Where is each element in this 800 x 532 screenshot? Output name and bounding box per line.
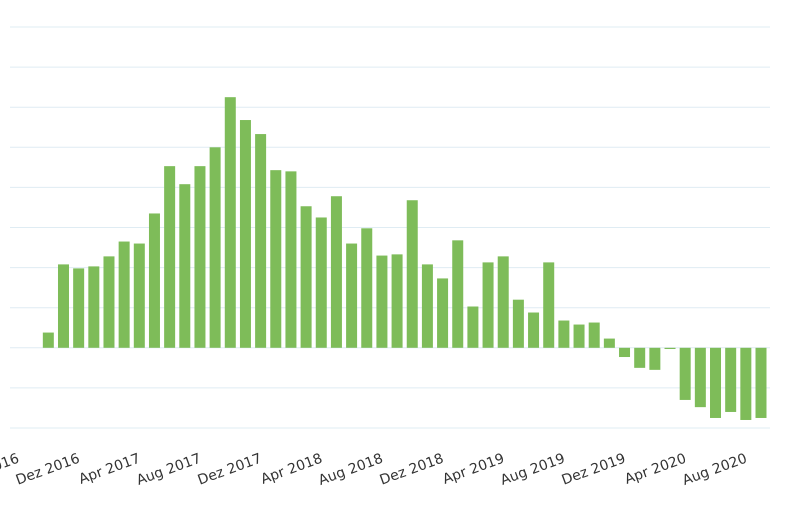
bar xyxy=(482,262,494,348)
x-tick-label: Aug 2018 xyxy=(316,451,385,489)
bar xyxy=(103,256,115,348)
bar xyxy=(694,347,706,408)
bar xyxy=(467,306,479,348)
bar xyxy=(588,322,600,348)
bar xyxy=(679,347,691,400)
bar xyxy=(179,184,191,348)
bar xyxy=(361,228,373,348)
bar xyxy=(649,347,661,370)
bar xyxy=(740,347,752,420)
bar xyxy=(300,206,312,348)
bar xyxy=(239,120,251,348)
x-tick-label: Dez 2016 xyxy=(14,451,82,489)
bar xyxy=(209,147,221,348)
bar xyxy=(497,256,509,348)
bar xyxy=(376,255,388,348)
bar xyxy=(88,266,100,348)
bar xyxy=(725,347,737,412)
x-tick-label: Dez 2019 xyxy=(560,451,628,489)
x-tick-label: Dez 2017 xyxy=(196,451,264,489)
x-tick-label: Aug 2019 xyxy=(498,451,567,489)
bar xyxy=(421,264,433,348)
bar xyxy=(285,171,297,348)
bar xyxy=(710,347,722,418)
x-tick-label: Dez 2018 xyxy=(378,451,446,489)
bar xyxy=(270,170,282,348)
bar xyxy=(603,338,615,348)
bar xyxy=(73,268,85,348)
bar xyxy=(194,166,206,348)
bar xyxy=(664,347,676,350)
bar xyxy=(346,243,358,348)
bar xyxy=(391,254,403,348)
bar xyxy=(558,320,570,348)
bar xyxy=(330,196,342,348)
bar xyxy=(57,264,69,348)
x-tick-label: Aug 2017 xyxy=(134,451,203,489)
bar xyxy=(573,324,585,348)
x-tick-label: Apr 2018 xyxy=(259,451,325,488)
bar xyxy=(512,299,524,348)
bar xyxy=(528,312,540,348)
bar xyxy=(543,262,555,348)
bar xyxy=(133,243,145,348)
bar xyxy=(315,217,327,348)
bar xyxy=(452,240,464,348)
x-tick-label: Apr 2019 xyxy=(441,451,507,488)
bar xyxy=(255,134,267,348)
bar xyxy=(634,347,646,368)
bar xyxy=(224,97,236,348)
bar xyxy=(164,166,176,348)
bar xyxy=(619,347,631,358)
bar xyxy=(406,200,418,348)
bar xyxy=(148,213,160,348)
x-tick-label: Aug 2020 xyxy=(680,451,749,489)
x-tick-label: Apr 2017 xyxy=(77,451,143,488)
bar xyxy=(437,278,449,348)
bar xyxy=(755,347,767,418)
bar xyxy=(42,332,54,348)
bar xyxy=(118,241,130,348)
x-tick-label: Apr 2020 xyxy=(623,451,689,488)
